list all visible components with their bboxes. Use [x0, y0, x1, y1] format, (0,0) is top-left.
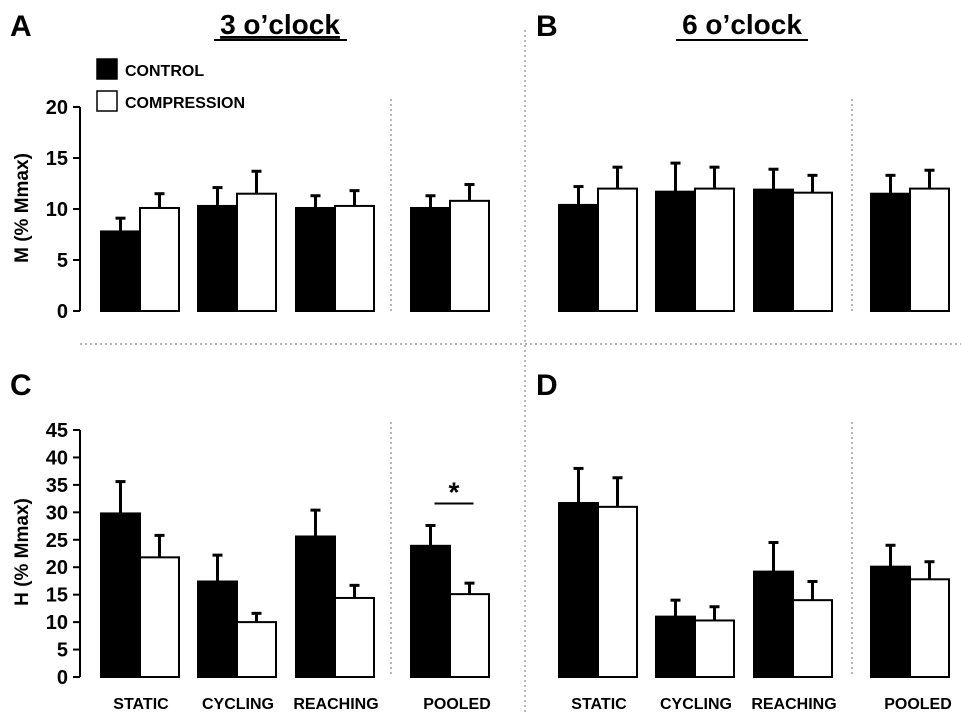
significance-star-c: *: [449, 477, 460, 508]
y-tick-label-c: 20: [46, 557, 68, 579]
bar-d-compression-pooled: [909, 578, 950, 679]
bar-d-control-static: [558, 502, 599, 678]
y-tick-label-c: 30: [46, 502, 68, 524]
bar-a-compression-static: [139, 206, 180, 312]
bar-c-control-static: [100, 512, 141, 678]
bar-c-compression-pooled: [449, 593, 490, 679]
bar-c-compression-static: [139, 556, 180, 678]
bar-c-compression-cycling: [236, 621, 277, 678]
bar-a-control-cycling: [197, 204, 238, 312]
plot-area: 0 5 10 15 20 0 5 10 15 20 25 30 35 40 45 *: [46, 97, 950, 689]
y-tick-label-c: 0: [57, 667, 68, 689]
bar-a-control-reaching: [295, 206, 336, 312]
bar-d-control-reaching: [753, 570, 794, 679]
legend-label-compression: COMPRESSION: [125, 95, 245, 112]
bar-b-compression-pooled: [909, 187, 950, 313]
left-column-title: 3 o’clock: [220, 9, 340, 40]
panel-letter-a: A: [10, 10, 32, 43]
panel-letter-d: D: [536, 369, 558, 402]
legend-swatch-control: [96, 58, 118, 80]
y-axis-label-bottom: H (% Mmax): [12, 498, 33, 606]
bar-a-control-pooled: [410, 206, 451, 312]
category-label-cycling-right: CYCLING: [660, 696, 732, 713]
bar-a-compression-reaching: [334, 204, 375, 312]
bar-b-compression-cycling: [694, 187, 735, 313]
bar-b-control-reaching: [753, 188, 794, 312]
panel-letter-b: B: [536, 10, 558, 43]
legend-swatch-compression: [96, 90, 118, 112]
y-tick-label-c: 25: [46, 530, 68, 552]
y-tick-label-a: 10: [46, 199, 68, 221]
y-tick-label-a: 20: [46, 97, 68, 119]
bar-c-control-cycling: [197, 580, 238, 679]
bar-b-compression-reaching: [792, 191, 833, 312]
bar-c-control-pooled: [410, 544, 451, 678]
bar-a-compression-pooled: [449, 199, 490, 312]
bar-d-compression-reaching: [792, 599, 833, 679]
legend-label-control: CONTROL: [125, 63, 204, 80]
bar-a-control-static: [100, 230, 141, 312]
y-tick-label-c: 5: [57, 640, 68, 662]
category-label-pooled-right: POOLED: [884, 696, 952, 713]
bar-b-control-cycling: [655, 190, 696, 312]
bar-d-control-pooled: [870, 565, 911, 679]
y-tick-label-c: 15: [46, 585, 68, 607]
y-tick-label-c: 45: [46, 420, 68, 442]
bar-c-control-reaching: [295, 535, 336, 678]
category-label-cycling-left: CYCLING: [202, 696, 274, 713]
y-tick-label-a: 5: [57, 250, 68, 272]
bar-b-control-pooled: [870, 192, 911, 312]
category-label-static-right: STATIC: [571, 696, 627, 713]
bar-b-control-static: [558, 203, 599, 312]
bar-c-compression-reaching: [334, 596, 375, 679]
category-label-reaching-left: REACHING: [293, 696, 378, 713]
bar-b-compression-static: [597, 187, 638, 313]
y-axis-label-top: M (% Mmax): [12, 153, 33, 263]
bar-d-control-cycling: [655, 615, 696, 678]
y-tick-label-a: 15: [46, 148, 68, 170]
y-tick-label-c: 10: [46, 612, 68, 634]
bar-d-compression-cycling: [694, 619, 735, 678]
bar-d-compression-static: [597, 505, 638, 678]
category-label-pooled-left: POOLED: [423, 696, 491, 713]
right-column-title: 6 o’clock: [682, 9, 802, 40]
y-tick-label-c: 40: [46, 447, 68, 469]
panel-letter-c: C: [10, 369, 32, 402]
bar-a-compression-cycling: [236, 192, 277, 312]
y-tick-label-c: 35: [46, 475, 68, 497]
category-label-static-left: STATIC: [113, 696, 169, 713]
category-label-reaching-right: REACHING: [751, 696, 836, 713]
y-tick-label-a: 0: [57, 301, 68, 323]
